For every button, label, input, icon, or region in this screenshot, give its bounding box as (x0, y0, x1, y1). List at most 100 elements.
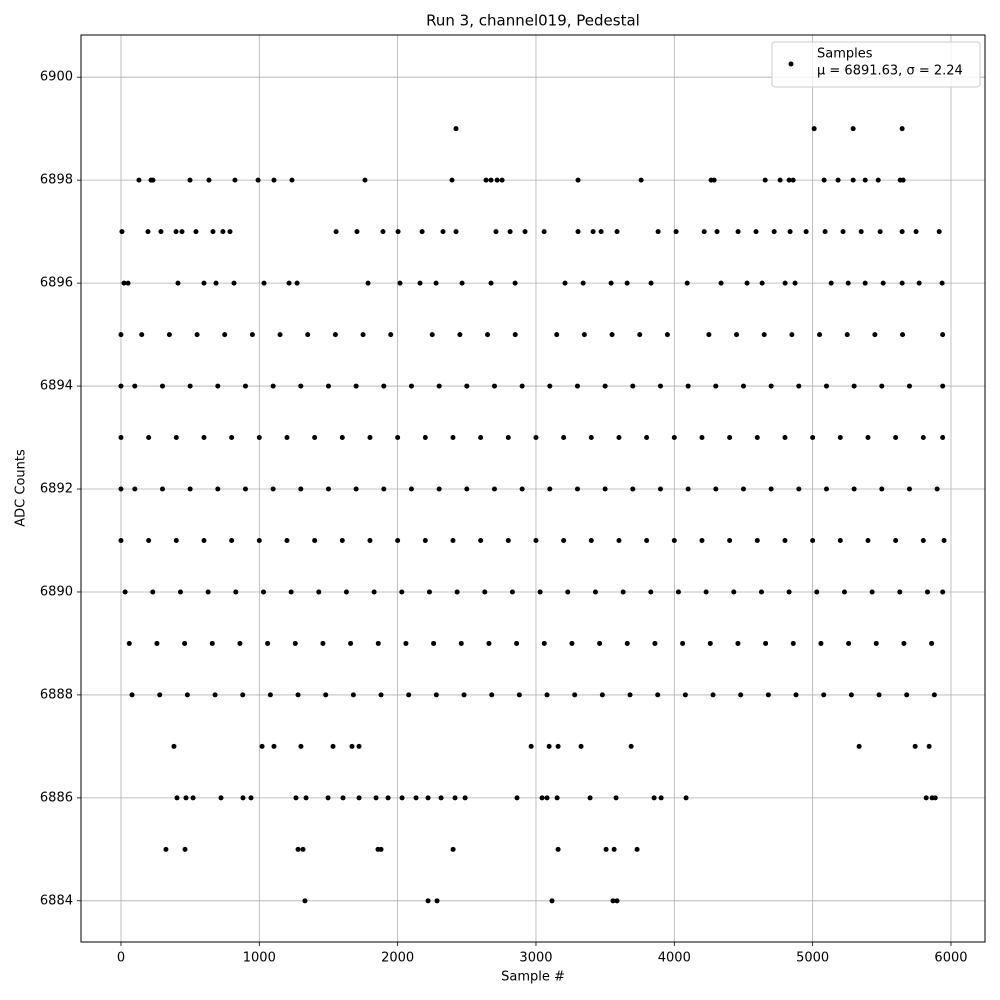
point (603, 846, 609, 852)
point (614, 898, 620, 904)
point (450, 435, 456, 441)
point (652, 640, 658, 646)
point (541, 640, 547, 646)
point (288, 589, 294, 595)
point (862, 280, 868, 286)
point (929, 640, 935, 646)
point (174, 795, 180, 801)
point (507, 229, 513, 235)
point (940, 383, 946, 389)
point (562, 280, 568, 286)
point (286, 280, 292, 286)
point (599, 692, 605, 698)
point (790, 640, 796, 646)
point (343, 589, 349, 595)
point (158, 229, 164, 235)
point (899, 280, 905, 286)
point (119, 229, 125, 235)
point (408, 383, 414, 389)
point (753, 229, 759, 235)
point (206, 177, 212, 183)
point (433, 280, 439, 286)
point (464, 486, 470, 492)
point (684, 280, 690, 286)
point (703, 589, 709, 595)
point (182, 846, 188, 852)
point (486, 640, 492, 646)
point (554, 795, 560, 801)
point (923, 795, 929, 801)
point (489, 692, 495, 698)
point (875, 177, 881, 183)
point (417, 280, 423, 286)
point (790, 177, 796, 183)
point (598, 229, 604, 235)
point (931, 692, 937, 698)
point (436, 383, 442, 389)
point (879, 383, 885, 389)
point (350, 692, 356, 698)
point (880, 280, 886, 286)
point (125, 280, 131, 286)
y-tick-label: 6884 (40, 893, 73, 908)
point (118, 537, 124, 543)
point (777, 177, 783, 183)
point (505, 537, 511, 543)
point (916, 280, 922, 286)
point (482, 589, 488, 595)
point (713, 486, 719, 492)
point (707, 640, 713, 646)
point (624, 280, 630, 286)
point (298, 383, 304, 389)
point (209, 640, 215, 646)
point (340, 795, 346, 801)
point (782, 435, 788, 441)
point (763, 640, 769, 646)
point (913, 229, 919, 235)
y-tick-label: 6888 (40, 687, 73, 702)
point (845, 280, 851, 286)
point (940, 589, 946, 595)
point (190, 795, 196, 801)
point (901, 640, 907, 646)
point (293, 795, 299, 801)
point (655, 692, 661, 698)
point (578, 743, 584, 749)
point (897, 589, 903, 595)
point (118, 435, 124, 441)
point (561, 537, 567, 543)
y-tick-label: 6898 (40, 173, 73, 188)
point (782, 537, 788, 543)
point (154, 640, 160, 646)
point (574, 486, 580, 492)
point (126, 640, 132, 646)
point (457, 332, 463, 338)
point (229, 537, 235, 543)
point (201, 435, 207, 441)
point (365, 280, 371, 286)
point (934, 486, 940, 492)
point (940, 435, 946, 441)
point (592, 589, 598, 595)
point (900, 332, 906, 338)
point (260, 589, 266, 595)
point (312, 435, 318, 441)
point (941, 537, 947, 543)
point (248, 795, 254, 801)
point (547, 486, 553, 492)
point (555, 846, 561, 852)
point (850, 126, 856, 132)
point (823, 383, 829, 389)
point (609, 332, 615, 338)
point (920, 435, 926, 441)
point (862, 177, 868, 183)
point (256, 537, 262, 543)
point (814, 589, 820, 595)
point (865, 435, 871, 441)
point (685, 383, 691, 389)
point (177, 589, 183, 595)
point (159, 383, 165, 389)
point (271, 177, 277, 183)
point (758, 589, 764, 595)
point (710, 692, 716, 698)
